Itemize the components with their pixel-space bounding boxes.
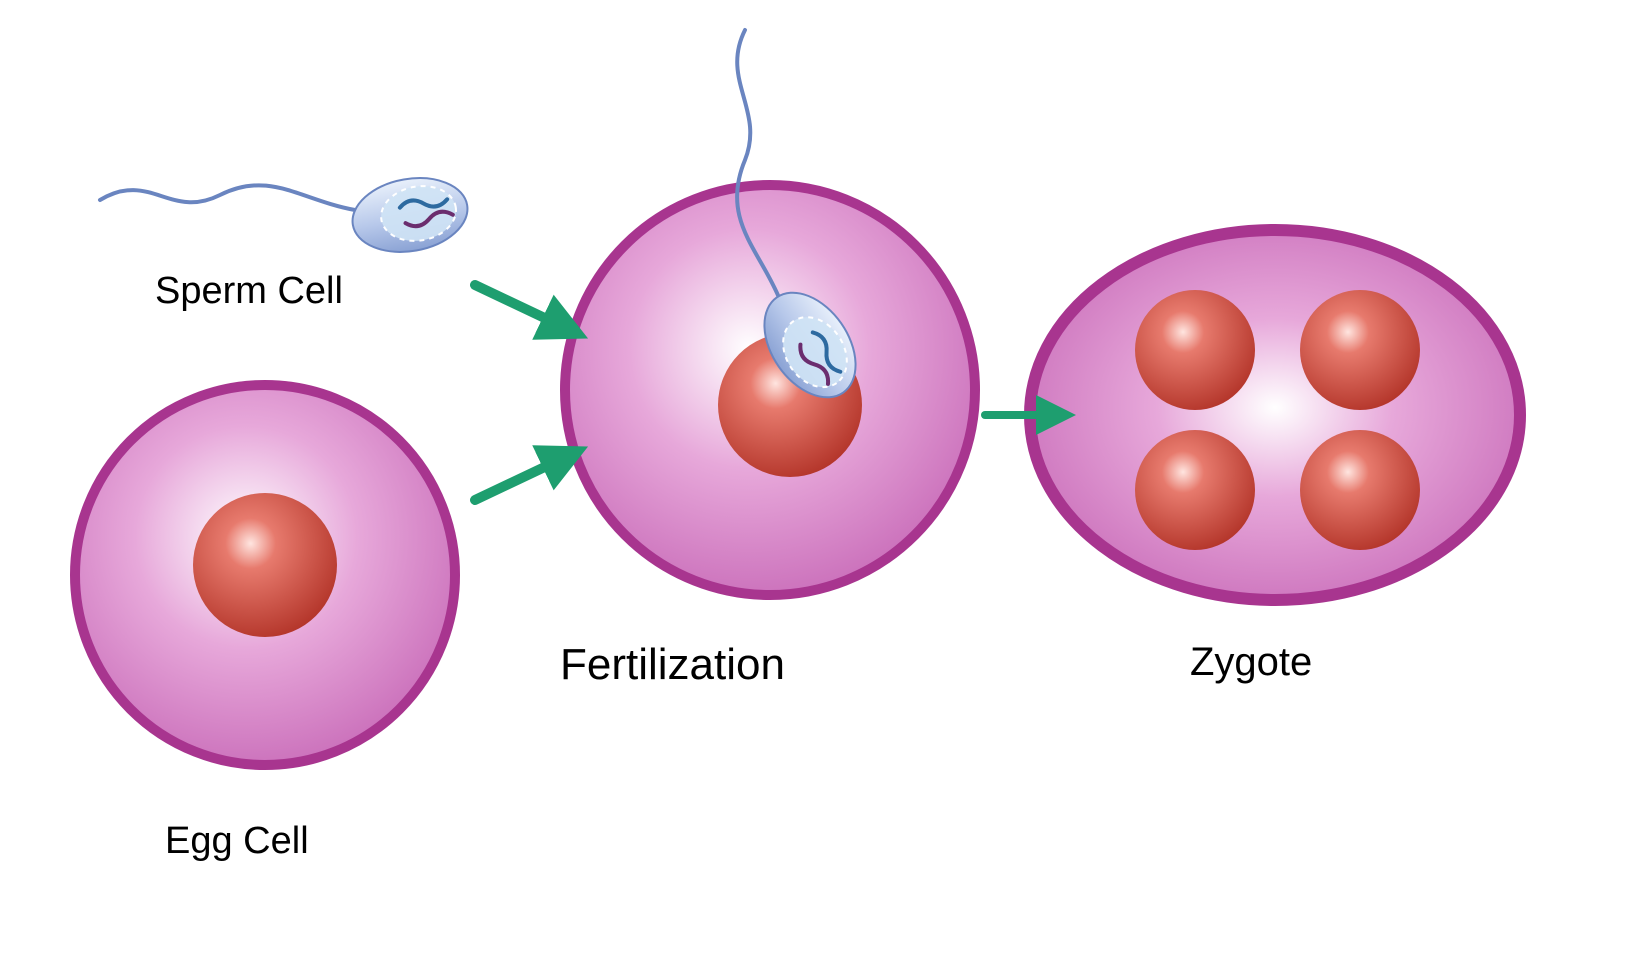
label-sperm-cell: Sperm Cell [155, 270, 343, 313]
fertilization-cell [565, 185, 975, 595]
sperm-tail [100, 185, 355, 210]
label-fertilization: Fertilization [560, 640, 785, 690]
zygote-nucleus [1135, 430, 1255, 550]
zygote-cell [1030, 230, 1520, 600]
label-egg-cell: Egg Cell [165, 820, 309, 863]
zygote-nucleus [1300, 290, 1420, 410]
label-zygote: Zygote [1190, 640, 1312, 685]
egg-cell [75, 385, 455, 765]
flow-arrow [475, 455, 570, 500]
zygote-nucleus [1300, 430, 1420, 550]
sperm-cell-free [100, 169, 473, 260]
zygote-nucleus [1135, 290, 1255, 410]
flow-arrow [475, 285, 570, 330]
